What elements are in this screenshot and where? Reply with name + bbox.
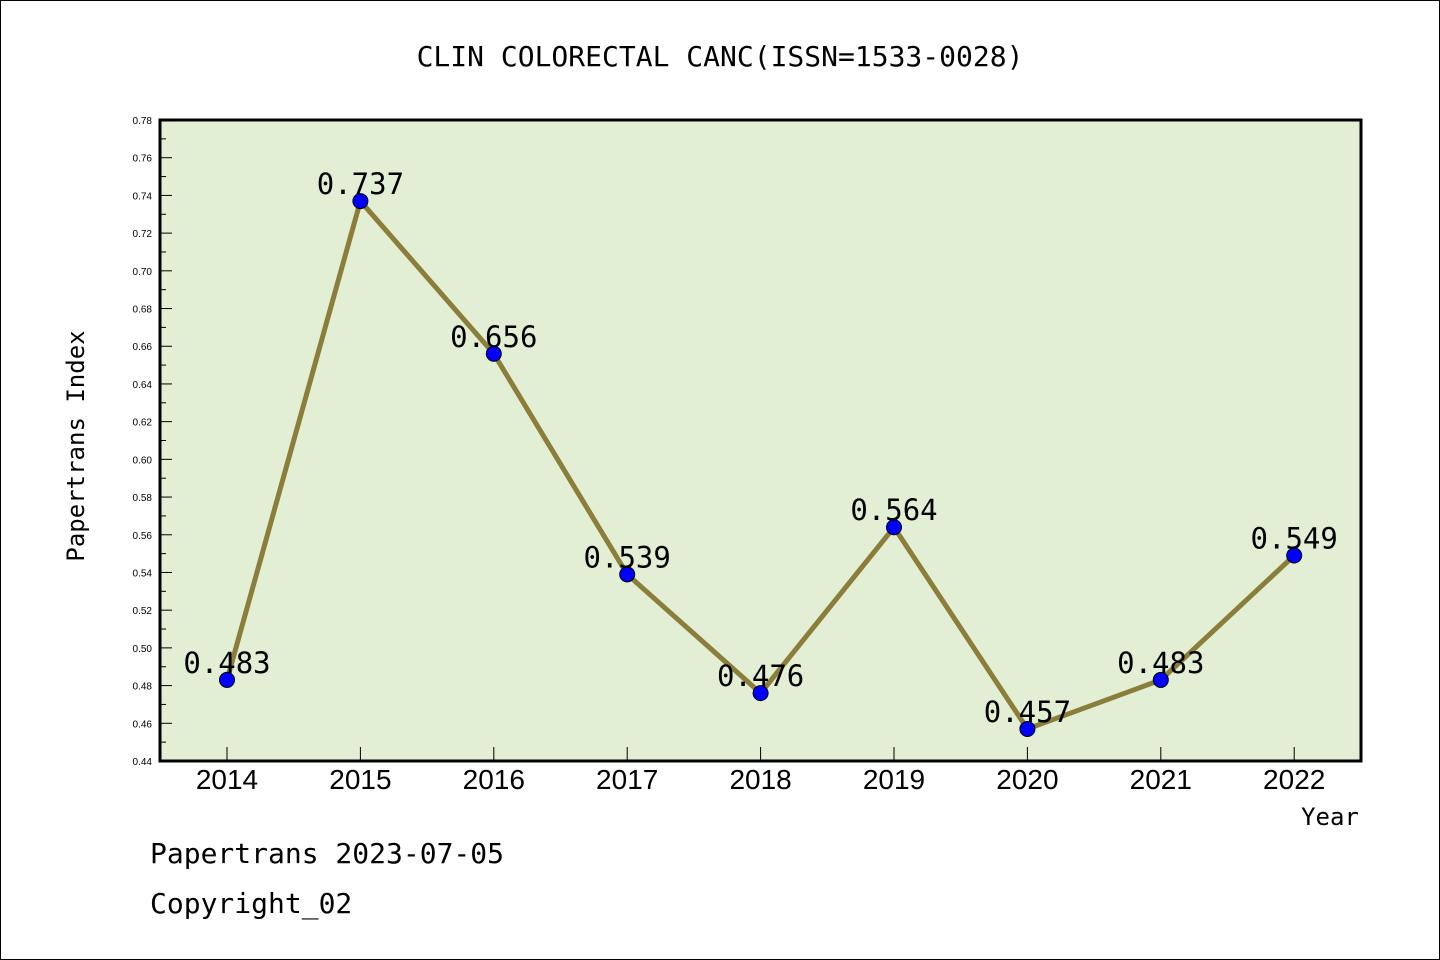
y-tick-label: 0.56 [133,531,153,542]
x-tick-label: 2017 [596,764,658,795]
data-point [1152,671,1169,688]
x-tick-label: 2020 [996,764,1058,795]
x-tick-label: 2015 [329,764,391,795]
y-axis-label: Papertrans Index [62,330,90,561]
data-markers [219,193,1303,737]
y-tick-label: 0.64 [133,380,153,391]
y-tick-label: 0.72 [133,229,153,240]
y-tick-label: 0.76 [133,154,153,165]
data-label: 0.737 [317,167,404,201]
data-point [1286,547,1303,564]
y-tick-label: 0.58 [133,493,153,504]
y-axis: 0.44 0.46 0.48 0.50 0.52 0.54 0.56 0.58 0.60 0.62… [133,116,172,768]
x-tick-label: 2021 [1130,764,1192,795]
data-point [1019,720,1036,737]
y-tick-label: 0.70 [133,267,153,278]
data-label: 0.483 [183,646,270,680]
y-tick-label: 0.78 [133,116,153,127]
data-labels: 0.483 0.737 0.656 0.539 0.476 0.564 0.457 0.483… [183,167,1338,729]
x-tick-label: 2019 [863,764,925,795]
data-point [219,671,235,688]
x-tick-label: 2022 [1263,764,1325,795]
x-tick-label: 2018 [729,764,791,795]
data-label: 0.457 [984,695,1071,729]
y-tick-label: 0.60 [133,455,153,466]
y-tick-label: 0.48 [133,682,153,693]
x-axis-label: Year [1301,803,1359,831]
y-tick-label: 0.44 [133,757,153,768]
data-label: 0.549 [1251,522,1338,556]
y-tick-label: 0.66 [133,342,153,353]
data-label: 0.539 [584,540,671,574]
data-label: 0.483 [1117,646,1204,680]
data-label: 0.476 [717,659,804,693]
data-label: 0.656 [450,320,537,354]
data-point [619,566,636,583]
data-point [752,685,769,702]
chart-title: CLIN COLORECTAL CANC(ISSN=1533-0028) [417,40,1024,73]
y-tick-label: 0.54 [133,568,153,579]
x-tick-label: 2016 [463,764,525,795]
data-point [485,345,502,362]
data-label: 0.564 [850,493,937,527]
plot-area [158,118,1363,763]
y-tick-label: 0.74 [133,191,153,202]
y-tick-label: 0.68 [133,305,153,316]
footer-date: Papertrans 2023-07-05 [150,837,504,870]
y-tick-label: 0.62 [133,418,153,429]
y-tick-label: 0.46 [133,719,153,730]
data-point [352,193,369,210]
data-point [886,519,902,536]
y-tick-label: 0.52 [133,606,153,617]
x-axis: 2014 2015 2016 2017 2018 2019 2020 2021 2022 [196,747,1325,795]
footer-copyright: Copyright_02 [150,887,352,921]
x-tick-label: 2014 [196,764,258,795]
y-tick-label: 0.50 [133,644,153,655]
